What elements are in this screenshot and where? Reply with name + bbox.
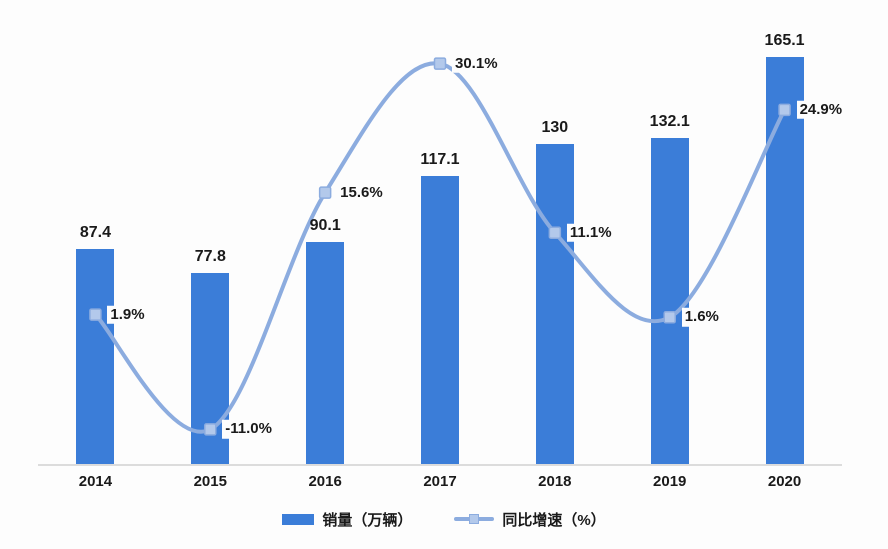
x-axis-line [38, 464, 842, 466]
bar-value-label: 130 [541, 118, 569, 136]
x-axis-label: 2017 [423, 473, 457, 490]
x-axis-label: 2016 [308, 473, 342, 490]
line-value-label: -11.0% [222, 420, 275, 439]
bar-value-label: 90.1 [309, 217, 341, 235]
x-axis-label: 2018 [538, 473, 572, 490]
x-axis-label: 2015 [193, 473, 227, 490]
legend: 销量（万辆） 同比增速（%） [0, 505, 888, 533]
line-value-label: 30.1% [452, 54, 501, 73]
bar-value-label: 165.1 [764, 31, 805, 49]
x-axis-label: 2019 [653, 473, 687, 490]
bar-value-label: 87.4 [79, 223, 111, 241]
x-axis-label: 2014 [78, 473, 113, 490]
legend-item-sales: 销量（万辆） [282, 509, 412, 530]
line-value-label: 11.1% [566, 223, 615, 242]
line-value-label: 1.9% [107, 305, 148, 324]
x-axis-label: 2020 [767, 473, 802, 490]
legend-label-sales: 销量（万辆） [322, 511, 413, 529]
legend-line-swatch-icon [454, 513, 495, 525]
line-value-label: 24.9% [796, 100, 846, 120]
legend-label-growth: 同比增速（%） [502, 511, 606, 529]
legend-bar-swatch-icon [282, 513, 315, 525]
bar-value-label: 117.1 [420, 150, 460, 168]
legend-line-marker-icon [469, 514, 480, 524]
line-value-label: 1.6% [681, 308, 722, 327]
line-value-label: 15.6% [337, 183, 386, 202]
bar-value-label: 132.1 [649, 113, 690, 131]
legend-item-growth: 同比增速（%） [454, 509, 606, 530]
bar-value-label: 77.8 [194, 247, 226, 265]
